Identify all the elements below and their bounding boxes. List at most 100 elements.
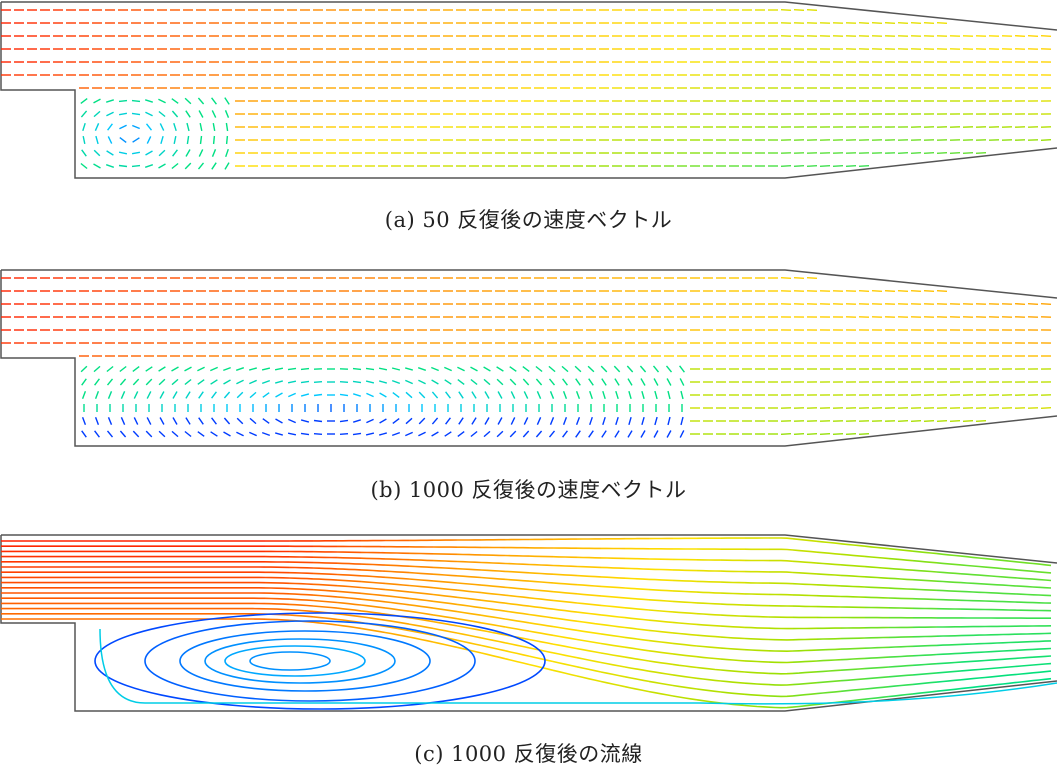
velocity-vector (418, 431, 426, 437)
streamline (1008, 648, 1034, 652)
streamline (288, 582, 314, 586)
streamline (840, 688, 866, 693)
streamline (384, 631, 410, 638)
velocity-vector (212, 122, 216, 132)
streamline (384, 619, 410, 625)
velocity-vector (975, 152, 987, 154)
velocity-vector (509, 378, 517, 386)
streamline (336, 556, 362, 559)
velocity-vector (93, 98, 101, 104)
velocity-vector (497, 417, 503, 425)
velocity-vector (119, 365, 127, 373)
streamline (456, 610, 482, 616)
velocity-vector (391, 367, 401, 371)
velocity-vector (236, 379, 244, 385)
streamline (984, 666, 1010, 670)
velocity-vector (300, 367, 310, 371)
velocity-vector (936, 152, 948, 154)
velocity-vector (198, 417, 204, 425)
velocity-vector (1014, 35, 1026, 37)
velocity-vector (615, 390, 619, 400)
velocity-vector (119, 137, 127, 143)
velocity-vector (832, 165, 844, 167)
velocity-vector (145, 150, 153, 156)
streamline (1032, 647, 1052, 651)
streamline (624, 685, 650, 693)
streamline (1032, 594, 1052, 597)
streamline (336, 596, 362, 600)
recirculation-streamline (94, 612, 546, 710)
streamline (696, 591, 722, 594)
streamline (408, 584, 434, 589)
velocity-vector (496, 430, 504, 438)
velocity-vector (444, 431, 452, 437)
velocity-vector (601, 430, 607, 438)
streamline (360, 569, 386, 572)
velocity-vector (457, 431, 465, 437)
velocity-vector (628, 391, 632, 399)
velocity-vector (197, 366, 205, 372)
velocity-vector (509, 430, 517, 438)
streamline (360, 575, 386, 579)
velocity-vector (94, 378, 100, 386)
velocity-vector (366, 392, 374, 398)
streamline (576, 629, 602, 635)
streamline (936, 670, 962, 674)
streamline (960, 564, 986, 568)
streamline (408, 616, 434, 623)
velocity-vector (418, 417, 426, 425)
velocity-vector (379, 380, 387, 384)
velocity-vector (806, 165, 818, 167)
streamline (600, 642, 626, 648)
streamline (840, 574, 866, 578)
streamline (720, 581, 746, 584)
streamline (480, 591, 506, 596)
velocity-vector (171, 162, 179, 170)
velocity-vector (497, 391, 503, 399)
recirculation-streamline (204, 638, 396, 684)
streamline (600, 585, 626, 589)
velocity-vector (132, 378, 140, 386)
velocity-vector (535, 365, 543, 373)
velocity-vector (211, 391, 217, 399)
streamline (984, 633, 1010, 636)
streamline (648, 568, 674, 571)
streamline (1032, 578, 1052, 582)
wall-bottom-step (0, 270, 1057, 447)
velocity-vector (80, 110, 88, 118)
streamline (912, 559, 938, 564)
velocity-vector (936, 290, 948, 292)
velocity-vector (417, 367, 427, 371)
streamline (264, 608, 290, 611)
velocity-vector (93, 149, 101, 157)
velocity-vector (897, 420, 909, 422)
streamline (432, 620, 458, 627)
streamline (912, 550, 938, 555)
streamline (312, 616, 338, 621)
velocity-vector (379, 432, 387, 436)
streamline (864, 636, 890, 639)
streamline (1008, 601, 1034, 604)
velocity-vector (158, 378, 166, 386)
streamline (480, 576, 506, 581)
velocity-vector (352, 380, 362, 384)
velocity-vector (171, 430, 179, 438)
velocity-vector (197, 431, 205, 437)
velocity-vector (910, 152, 922, 154)
streamline (624, 616, 650, 621)
streamline (912, 653, 938, 657)
streamline (1008, 568, 1034, 573)
velocity-vector (144, 99, 154, 103)
streamline (936, 562, 962, 566)
velocity-vector (523, 417, 529, 425)
recirculation-streamline (224, 645, 366, 677)
streamline (864, 676, 890, 680)
velocity-vector (107, 123, 113, 131)
streamline (408, 565, 434, 569)
streamline (816, 584, 842, 587)
streamline (672, 684, 698, 690)
streamline (288, 614, 314, 618)
streamline (504, 649, 530, 657)
streamline (1032, 662, 1052, 666)
streamline (552, 652, 578, 659)
